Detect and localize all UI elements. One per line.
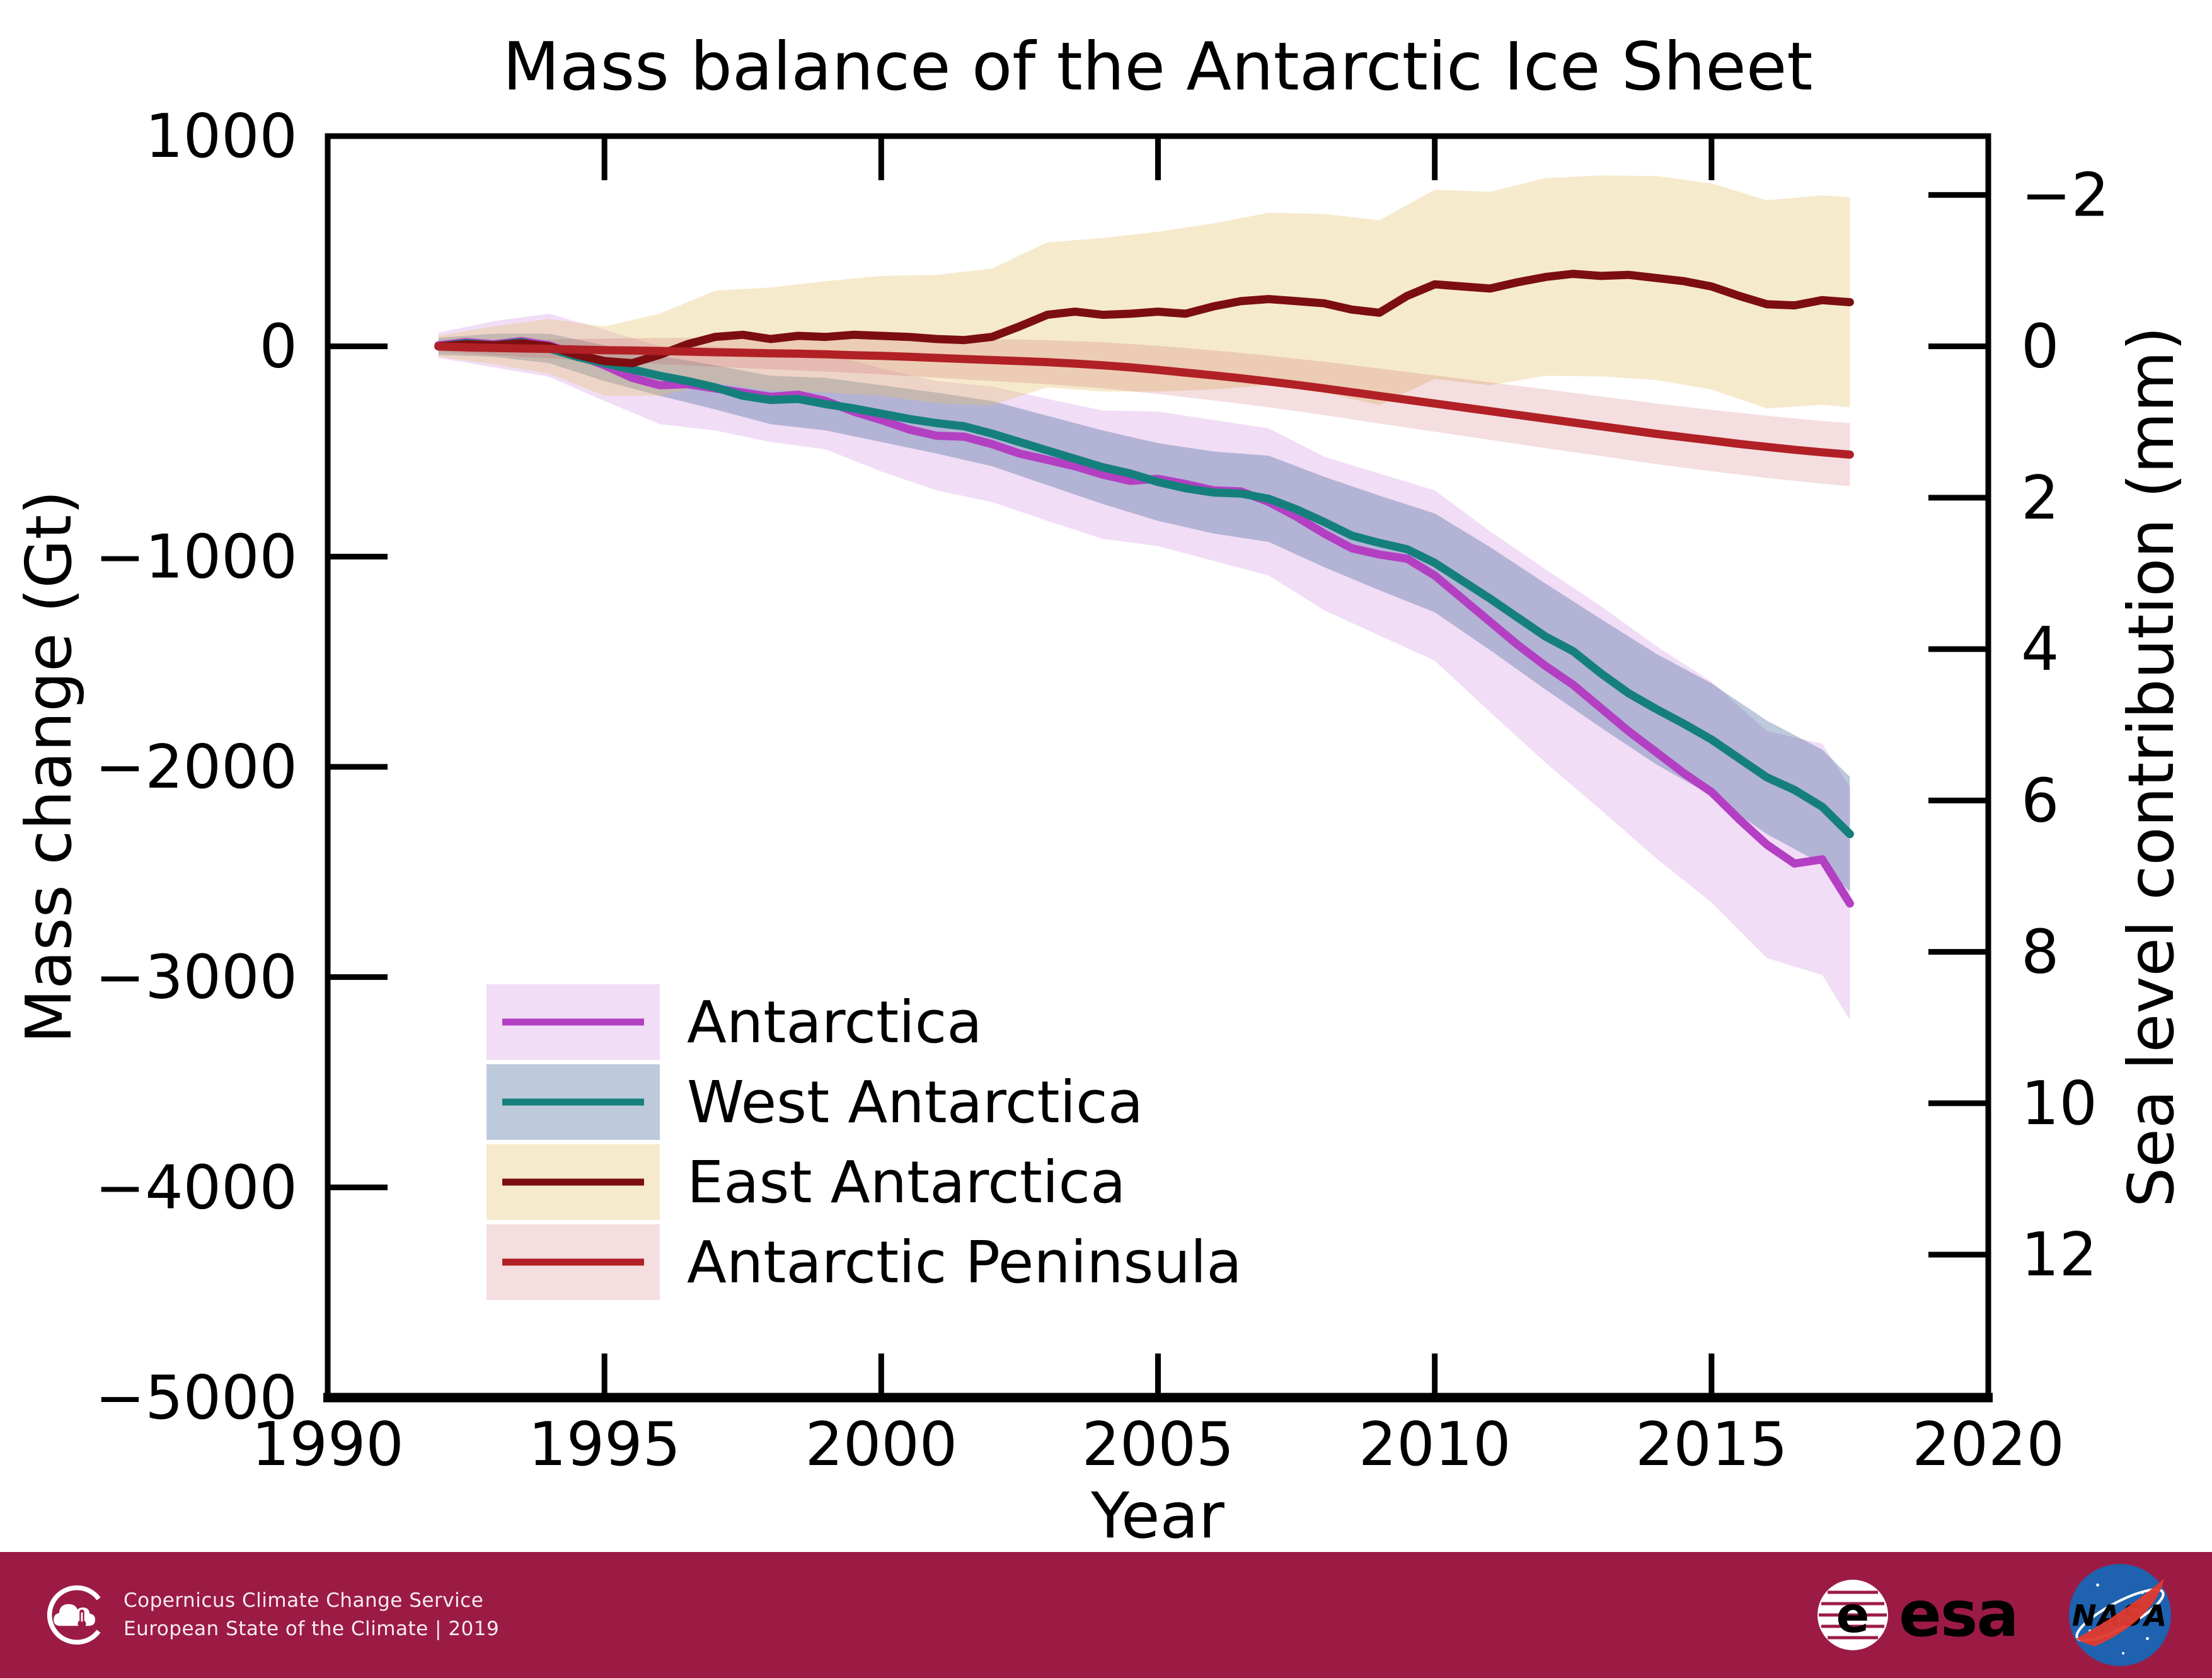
x-tick-label: 2015 [1635, 1410, 1788, 1480]
plot-border [323, 133, 1993, 1403]
nasa-logo: NASA [2069, 1564, 2171, 1666]
left-tick-label: −1000 [95, 522, 297, 592]
x-tick-label: 2010 [1359, 1410, 1511, 1480]
legend-label: West Antarctica [687, 1069, 1143, 1136]
right-tick-label: 0 [2021, 313, 2059, 382]
esa-globe-letter: e [1836, 1587, 1870, 1644]
legend-label: Antarctic Peninsula [687, 1229, 1242, 1296]
legend-item-east-antarctica: East Antarctica [487, 1144, 1126, 1220]
esa-wordmark: esa [1899, 1577, 2018, 1651]
legend: Antarctica West Antarctica East Antarctica… [487, 984, 1242, 1300]
footer-text: Copernicus Climate Change Service Europe… [124, 1587, 499, 1643]
right-tick-label: 10 [2021, 1069, 2097, 1139]
x-tick-label: 1995 [528, 1410, 681, 1480]
footer-branding: Copernicus Climate Change Service Europe… [44, 1581, 499, 1649]
left-tick-label: −5000 [95, 1364, 297, 1433]
band-west-antarctica [438, 333, 1850, 892]
cloud-icon [54, 1604, 95, 1626]
axis-tick-labels: 1000 0 −1000 −2000 −3000 −4000 −5000 −2 0 2 4 6 8 10 1… [95, 102, 2109, 1480]
legend-item-antarctic-peninsula: Antarctic Peninsula [487, 1224, 1242, 1300]
left-tick-label: −4000 [95, 1153, 297, 1222]
right-tick-label: 2 [2021, 464, 2059, 533]
copernicus-arc-icon [47, 1585, 107, 1645]
band-antarctica [438, 313, 1850, 1021]
esa-globe-stripes-icon [1819, 1590, 1887, 1640]
x-tick-label: 2005 [1082, 1410, 1235, 1480]
left-tick-label: −3000 [95, 943, 297, 1013]
thermometer-level-icon [81, 1612, 83, 1622]
nasa-swoosh-icon [2076, 1578, 2164, 1646]
legend-label: Antarctica [687, 989, 982, 1056]
copernicus-logo [47, 1585, 107, 1645]
footer-line1: Copernicus Climate Change Service [124, 1589, 484, 1612]
esa-logo: e esa [1817, 1577, 2019, 1651]
series-lines [434, 270, 1854, 908]
legend-label: East Antarctica [687, 1149, 1126, 1216]
thermometer-bulb-icon [78, 1619, 86, 1628]
series-line-west-antarctica [434, 338, 1854, 839]
series-line-antarctic-peninsula [434, 342, 1854, 459]
y-axis-label-left: Mass change (Gt) [12, 490, 86, 1043]
legend-item-west-antarctica: West Antarctica [487, 1064, 1143, 1140]
chart-title: Mass balance of the Antarctic Ice Sheet [503, 28, 1813, 105]
footer-line2: European State of the Climate | 2019 [124, 1618, 500, 1640]
x-tick-label: 1990 [251, 1410, 404, 1480]
x-tick-label: 2020 [1912, 1410, 2065, 1480]
y-axis-label-right: Sea level contribution (mm) [2114, 326, 2188, 1207]
right-tick-label: 4 [2021, 615, 2059, 684]
left-tick-label: 1000 [145, 102, 297, 171]
left-tick-label: 0 [260, 313, 297, 382]
left-tick-label: −2000 [95, 733, 297, 802]
x-axis-label: Year [1090, 1479, 1225, 1553]
legend-item-antarctica: Antarctica [487, 984, 982, 1060]
uncertainty-bands [438, 175, 1850, 1021]
right-tick-label: 12 [2021, 1221, 2097, 1290]
footer-bar: Copernicus Climate Change Service Europe… [0, 1552, 2212, 1678]
x-tick-label: 2000 [805, 1410, 957, 1480]
right-tick-label: −2 [2021, 161, 2109, 230]
footer-logos: e esa NASA [1814, 1561, 2174, 1669]
right-tick-label: 8 [2021, 918, 2059, 987]
right-tick-label: 6 [2021, 766, 2059, 836]
